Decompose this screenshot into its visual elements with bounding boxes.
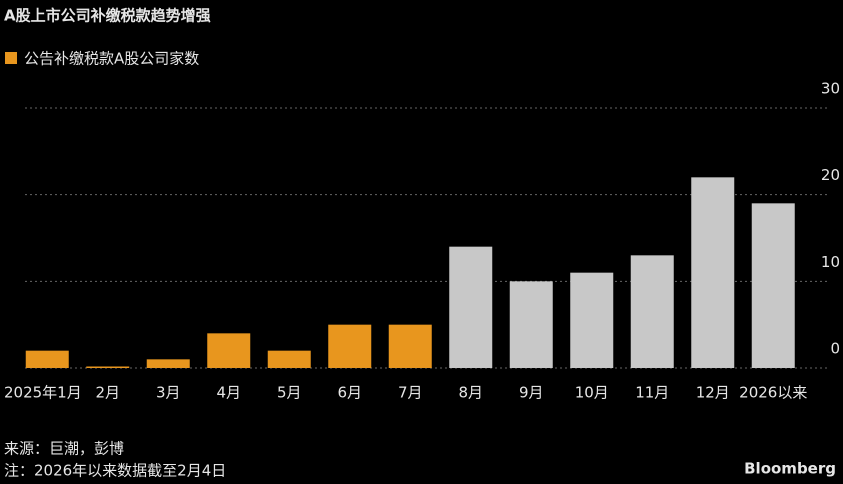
x-tick-label: 5月 — [277, 384, 302, 402]
x-tick-label: 2025年1月 — [4, 384, 82, 402]
x-tick-label: 9月 — [519, 384, 544, 402]
x-tick-label: 12月 — [696, 384, 730, 402]
bar — [570, 272, 614, 368]
x-tick-label: 11月 — [635, 384, 669, 402]
y-tick-label: 0 — [830, 340, 840, 358]
bar — [509, 281, 553, 368]
bar — [691, 177, 735, 368]
x-tick-label: 6月 — [337, 384, 362, 402]
note: 注：2026年以来数据截至2月4日 — [4, 462, 226, 480]
source: 来源：巨潮，彭博 — [4, 440, 124, 458]
legend-label: 公告补缴税款A股公司家数 — [24, 50, 199, 68]
legend-swatch — [5, 52, 17, 64]
bar — [388, 324, 432, 368]
x-tick-label: 3月 — [156, 384, 181, 402]
bar — [751, 203, 795, 368]
bar — [630, 255, 674, 368]
bar — [207, 333, 251, 368]
x-tick-label: 7月 — [398, 384, 423, 402]
x-tick-label: 4月 — [216, 384, 241, 402]
chart-title: A股上市公司补缴税款趋势增强 — [4, 7, 211, 25]
x-tick-label: 2月 — [95, 384, 120, 402]
bar — [86, 366, 130, 368]
x-tick-label: 8月 — [458, 384, 483, 402]
brand: Bloomberg — [744, 460, 836, 478]
x-tick-label: 2026以来 — [739, 384, 807, 402]
bar — [328, 324, 372, 368]
x-tick-label: 10月 — [575, 384, 609, 402]
y-tick-label: 10 — [821, 253, 840, 271]
bar — [267, 350, 311, 368]
bar — [146, 359, 190, 368]
bar — [25, 350, 69, 368]
y-tick-label: 30 — [821, 80, 840, 98]
y-tick-label: 20 — [821, 166, 840, 184]
bar — [449, 246, 493, 368]
